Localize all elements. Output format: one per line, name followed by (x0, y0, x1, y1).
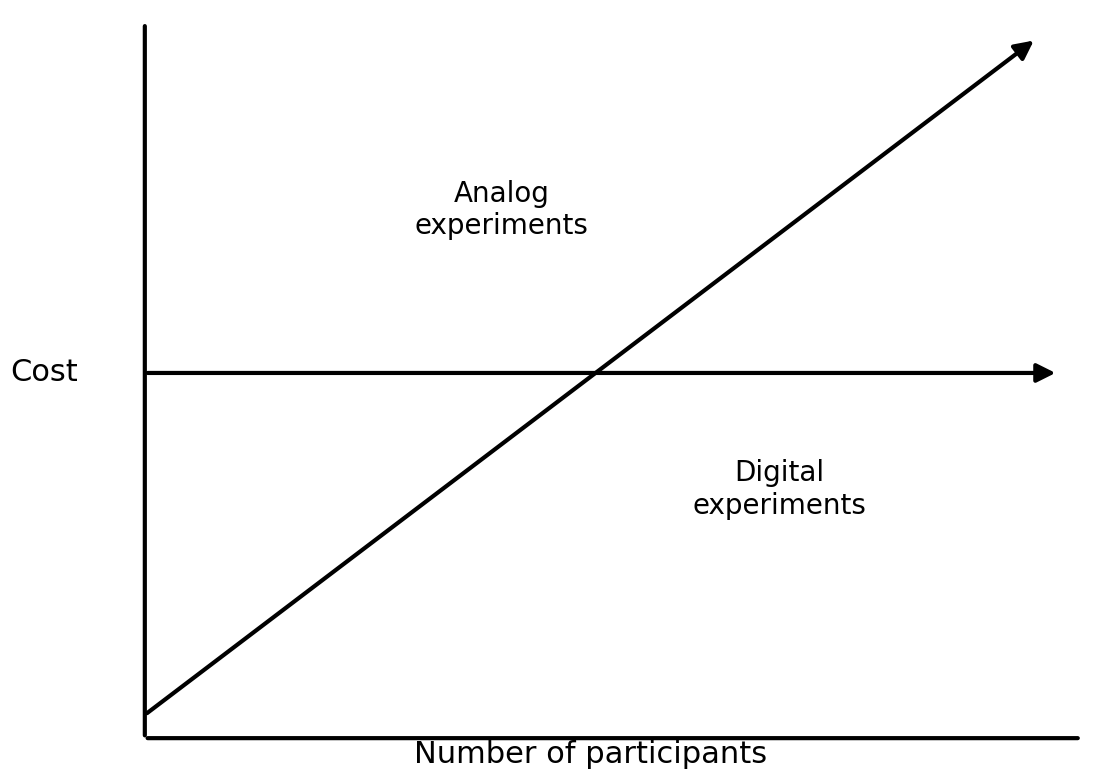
Text: Analog
experiments: Analog experiments (414, 179, 588, 240)
Text: Digital
experiments: Digital experiments (693, 459, 867, 520)
Text: Number of participants: Number of participants (414, 740, 766, 769)
Text: Cost: Cost (11, 358, 78, 388)
